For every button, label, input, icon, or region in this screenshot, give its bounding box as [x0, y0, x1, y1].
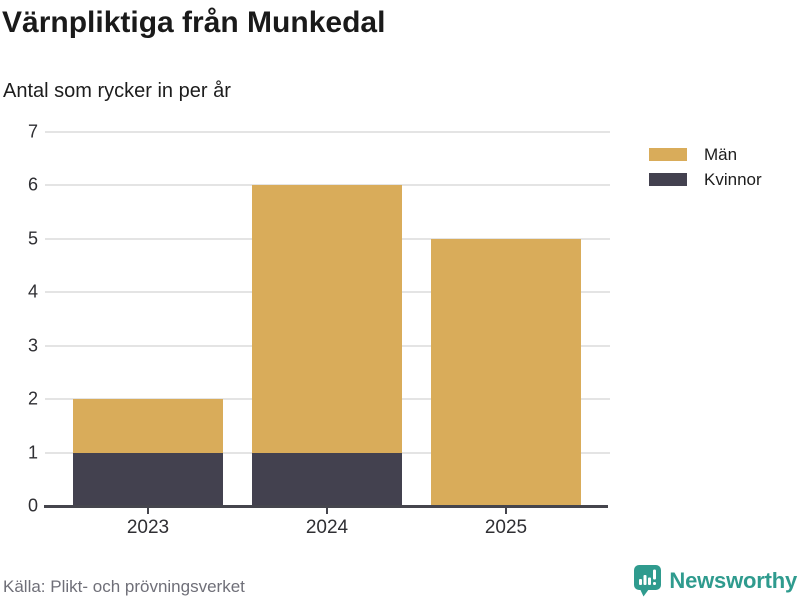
- legend-item-män: Män: [649, 144, 762, 164]
- y-axis-label-5: 5: [27, 228, 38, 249]
- bar-2024-män: [252, 185, 402, 453]
- legend: Män Kvinnor: [649, 144, 762, 197]
- x-axis-label-2023: 2023: [126, 517, 170, 538]
- source-note: Källa: Plikt- och prövningsverket: [3, 577, 245, 596]
- bar-2025-män: [431, 238, 581, 506]
- y-axis-label-1: 1: [27, 442, 38, 463]
- plot-area: [45, 131, 610, 506]
- bar-2024-kvinnor: [252, 452, 402, 506]
- bar-2023-kvinnor: [73, 452, 223, 506]
- y-axis-label-6: 6: [27, 174, 38, 195]
- chart-subtitle: Antal som rycker in per år: [3, 80, 231, 102]
- legend-label-män: Män: [704, 144, 738, 164]
- y-axis-label-3: 3: [27, 335, 38, 356]
- x-axis-tick-2025: [505, 508, 507, 514]
- legend-swatch-män: [649, 148, 687, 161]
- bar-2023-män: [73, 399, 223, 453]
- chart-title: Värnpliktiga från Munkedal: [2, 6, 386, 39]
- newsworthy-icon: [634, 565, 662, 597]
- x-axis-line: [44, 505, 608, 508]
- x-axis-label-2024: 2024: [305, 517, 349, 538]
- y-axis-label-0: 0: [27, 495, 38, 516]
- x-axis-label-2025: 2025: [484, 517, 528, 538]
- y-axis-label-4: 4: [27, 281, 38, 302]
- gridline-y-7: [45, 131, 610, 133]
- legend-swatch-kvinnor: [649, 173, 687, 186]
- brand-name: Newsworthy: [669, 567, 797, 593]
- legend-item-kvinnor: Kvinnor: [649, 169, 762, 189]
- legend-label-kvinnor: Kvinnor: [704, 169, 762, 189]
- x-axis-tick-2023: [147, 508, 149, 514]
- x-axis-tick-2024: [326, 508, 328, 514]
- y-axis-label-2: 2: [27, 388, 38, 409]
- y-axis-label-7: 7: [27, 121, 38, 142]
- brand-logo: Newsworthy: [633, 564, 797, 597]
